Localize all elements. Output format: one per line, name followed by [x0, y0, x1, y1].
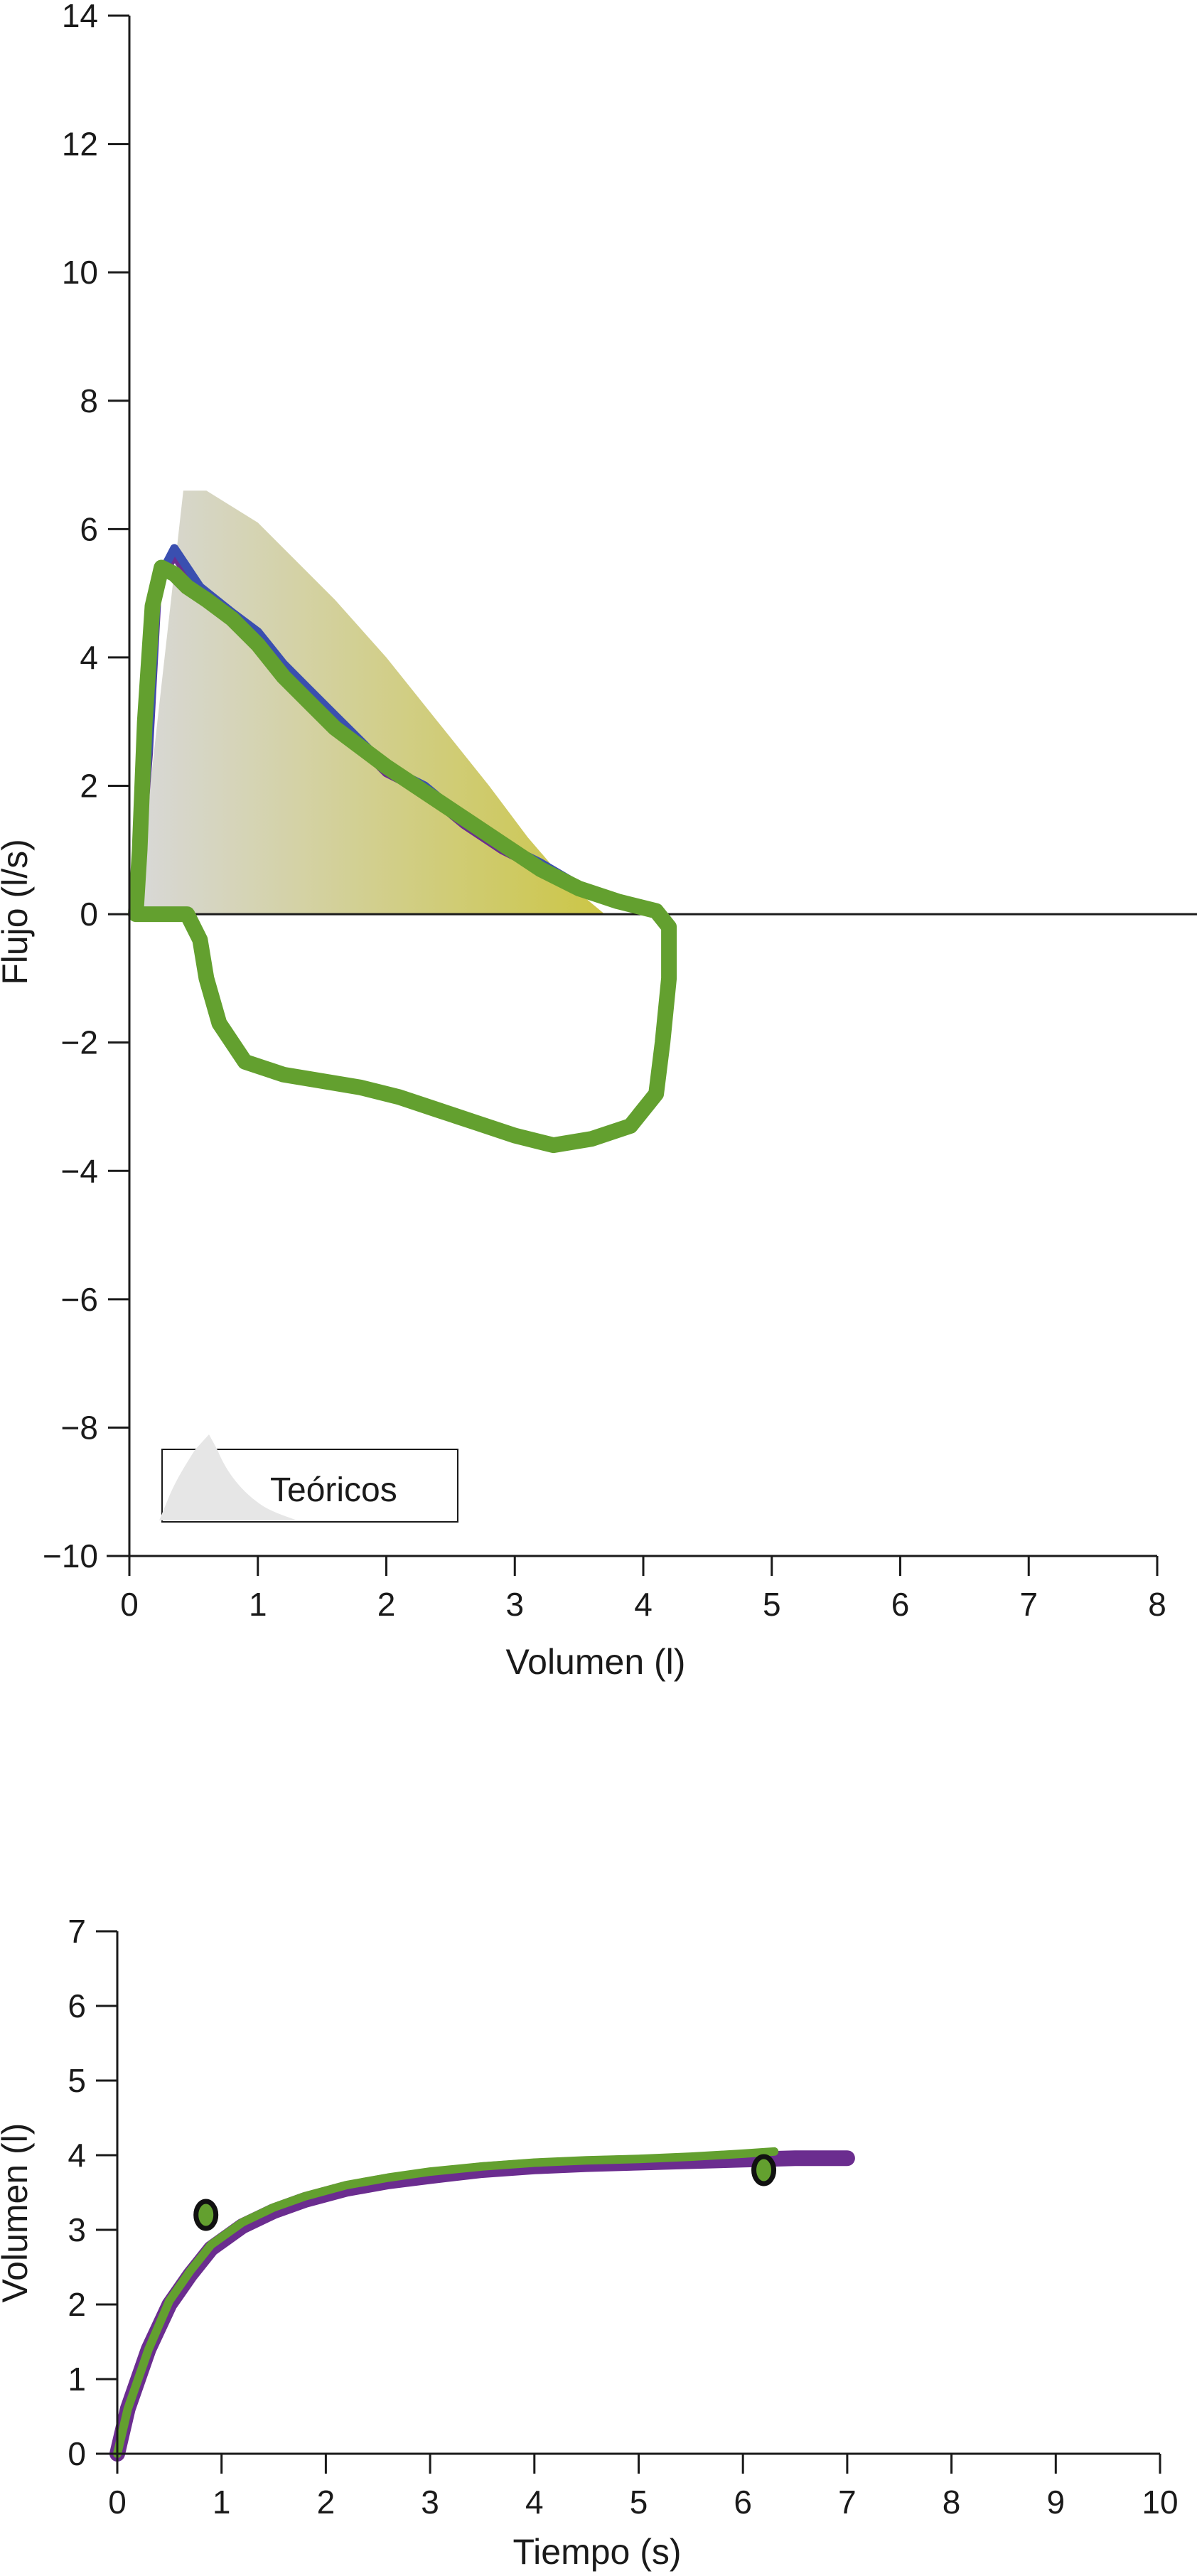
- x-tick-label: 1: [249, 1586, 267, 1623]
- y-tick-label: 8: [80, 382, 98, 419]
- y-tick-label: 12: [62, 126, 98, 163]
- y-tick-label: 0: [80, 896, 98, 933]
- y-tick-label: −4: [61, 1152, 98, 1189]
- y-tick-label: 7: [68, 1913, 86, 1950]
- y-axis-ticks: −10 −8 −6 −4 −2 0 2 4 6 8 10 12 14: [43, 0, 129, 1574]
- x-tick-label: 2: [377, 1586, 396, 1623]
- x-tick-label: 6: [891, 1586, 910, 1623]
- y-tick-label: 0: [68, 2435, 86, 2472]
- x-tick-label: 7: [838, 2484, 857, 2521]
- y-tick-label: −6: [61, 1281, 98, 1318]
- legend-swatch-icon: [159, 1434, 297, 1520]
- legend-label: Teóricos: [270, 1471, 397, 1509]
- x-tick-label: 2: [317, 2484, 336, 2521]
- reference-area-teoricos: [136, 490, 605, 915]
- x-axis-title: Volumen (l): [506, 1642, 686, 1682]
- y-axis-title: Volumen (l): [0, 2123, 35, 2303]
- x-axis-title: Tiempo (s): [512, 2532, 681, 2572]
- legend: Teóricos: [159, 1434, 458, 1523]
- y-tick-label: −2: [61, 1024, 98, 1061]
- x-tick-label: 3: [505, 1586, 524, 1623]
- x-tick-label: 7: [1019, 1586, 1038, 1623]
- x-tick-label: 8: [943, 2484, 961, 2521]
- x-tick-label: 5: [630, 2484, 648, 2521]
- volume-time-chart: 0 1 2 3 4 5 6 7 8 9 10 0 1 2 3 4 5 6 7 Tiempo (s) Volumen…: [0, 1913, 1179, 2572]
- y-tick-label: 2: [68, 2286, 86, 2323]
- marker-point-1: [751, 2154, 777, 2186]
- x-tick-label: 3: [421, 2484, 439, 2521]
- series-line-0: [109, 2150, 855, 2462]
- series-line-2: [128, 559, 677, 1154]
- volume-time-markers: [193, 2154, 777, 2231]
- x-tick-label: 4: [525, 2484, 544, 2521]
- y-tick-label: 4: [80, 639, 98, 676]
- x-tick-label: 9: [1047, 2484, 1066, 2521]
- series-line-1: [113, 2147, 779, 2458]
- x-tick-label: 6: [734, 2484, 752, 2521]
- y-tick-label: 3: [68, 2211, 86, 2248]
- volume-time-axes: [116, 1931, 1160, 2455]
- flow-volume-series: [128, 544, 677, 1154]
- marker-point-0: [193, 2199, 219, 2231]
- x-tick-label: 1: [213, 2484, 231, 2521]
- x-tick-label: 10: [1142, 2484, 1178, 2521]
- y-axis-title: Flujo (l/s): [0, 839, 35, 985]
- y-tick-label: 14: [62, 0, 98, 34]
- y-tick-label: 6: [68, 1987, 86, 2024]
- y-tick-label: −10: [43, 1537, 98, 1574]
- x-tick-label: 0: [108, 2484, 127, 2521]
- y-axis-ticks: 0 1 2 3 4 5 6 7: [68, 1913, 117, 2472]
- x-axis-ticks: 0 1 2 3 4 5 6 7 8 9 10: [108, 2454, 1179, 2521]
- y-tick-label: −8: [61, 1409, 98, 1446]
- y-tick-label: 5: [68, 2062, 86, 2099]
- y-tick-label: 6: [80, 510, 98, 547]
- volume-time-series: [109, 2147, 855, 2462]
- y-tick-label: 10: [62, 254, 98, 291]
- y-tick-label: 4: [68, 2137, 86, 2174]
- x-tick-label: 8: [1148, 1586, 1166, 1623]
- x-tick-label: 5: [763, 1586, 781, 1623]
- reference-area-shape: [136, 490, 605, 915]
- y-tick-label: 2: [80, 768, 98, 805]
- x-tick-label: 4: [634, 1586, 653, 1623]
- x-axis-ticks: 0 1 2 3 4 5 6 7 8: [120, 1556, 1166, 1623]
- x-tick-label: 0: [120, 1586, 139, 1623]
- y-tick-label: 1: [68, 2361, 86, 2398]
